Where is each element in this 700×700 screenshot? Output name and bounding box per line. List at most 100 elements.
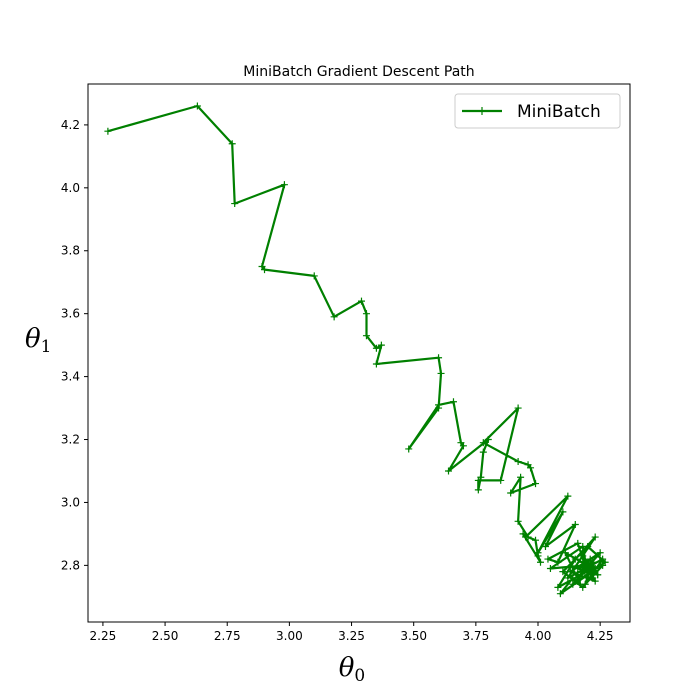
data-point (517, 473, 525, 481)
data-point (405, 445, 413, 453)
x-tick-label: 2.25 (90, 629, 117, 643)
data-point (571, 555, 579, 563)
data-point (576, 568, 584, 576)
x-tick-label: 4.00 (525, 629, 552, 643)
data-point (372, 360, 380, 368)
data-point (310, 272, 318, 280)
y-axis-ticks: 2.8 3.0 3.2 3.4 3.6 3.8 4.0 4.2 (61, 118, 88, 572)
data-point (574, 539, 582, 547)
data-point (579, 558, 587, 566)
x-axis-ticks: 2.25 2.50 2.75 3.00 3.25 3.50 3.75 4.00 4.25 (90, 622, 614, 643)
x-tick-label: 2.75 (214, 629, 241, 643)
x-tick-label: 4.25 (587, 629, 614, 643)
data-point (514, 404, 522, 412)
data-point (586, 555, 594, 563)
data-point (594, 571, 602, 579)
data-point (546, 565, 554, 573)
y-tick-label: 3.4 (61, 370, 80, 384)
data-point (532, 480, 540, 488)
data-point (474, 476, 482, 484)
x-tick-label: 3.00 (276, 629, 303, 643)
data-point (231, 200, 239, 208)
y-tick-label: 3.0 (61, 495, 80, 509)
data-point (581, 580, 589, 588)
x-tick-label: 3.75 (462, 629, 489, 643)
data-point (589, 574, 597, 582)
y-tick-label: 3.8 (61, 244, 80, 258)
x-tick-label: 2.50 (152, 629, 179, 643)
data-point (534, 549, 542, 557)
data-point (586, 561, 594, 569)
data-point (541, 542, 549, 550)
legend: MiniBatch (454, 93, 621, 129)
x-tick-label: 3.25 (338, 629, 365, 643)
x-tick-label: 3.50 (400, 629, 427, 643)
data-point (479, 448, 487, 456)
data-point (571, 520, 579, 528)
data-point (377, 341, 385, 349)
data-point (536, 558, 544, 566)
data-point (569, 580, 577, 588)
data-point (437, 369, 445, 377)
y-axis-label: θ1 (25, 324, 51, 357)
y-tick-label: 4.0 (61, 181, 80, 195)
legend-marker-sample (478, 107, 486, 115)
data-point (522, 533, 530, 541)
data-point (596, 549, 604, 557)
data-point (330, 313, 338, 321)
x-axis-label: θ0 (339, 653, 365, 686)
data-point (514, 517, 522, 525)
y-tick-label: 3.2 (61, 433, 80, 447)
plot-area (87, 83, 631, 623)
x-axis-label-base: θ (339, 653, 355, 683)
chart-title: MiniBatch Gradient Descent Path (243, 64, 474, 80)
data-point (449, 398, 457, 406)
data-point (507, 489, 515, 497)
data-point (459, 442, 467, 450)
data-point (554, 558, 562, 566)
data-point (474, 486, 482, 494)
data-point (556, 590, 564, 598)
data-point (527, 464, 535, 472)
y-axis-label-base: θ (25, 324, 41, 354)
data-point (104, 127, 112, 135)
data-point (484, 436, 492, 444)
data-point (261, 266, 269, 274)
data-point (479, 439, 487, 447)
data-point (435, 401, 443, 409)
legend-box (454, 93, 621, 129)
data-point (445, 467, 453, 475)
data-point (497, 476, 505, 484)
data-point (599, 561, 607, 569)
y-tick-label: 3.6 (61, 307, 80, 321)
data-point (574, 574, 582, 582)
data-point (280, 181, 288, 189)
data-point (532, 536, 540, 544)
data-point (579, 552, 587, 560)
data-point (564, 492, 572, 500)
data-point (435, 354, 443, 362)
data-point (559, 568, 567, 576)
data-point (362, 310, 370, 318)
data-point (554, 583, 562, 591)
data-point (584, 568, 592, 576)
x-axis-label-subscript: 0 (354, 666, 365, 686)
data-point (591, 565, 599, 573)
data-point (564, 574, 572, 582)
data-point (372, 344, 380, 352)
data-point (357, 297, 365, 305)
data-point (559, 508, 567, 516)
data-point (566, 568, 574, 576)
y-tick-label: 4.2 (61, 118, 80, 132)
data-point (544, 555, 552, 563)
legend-label: MiniBatch (517, 102, 601, 122)
data-point (228, 140, 236, 148)
data-point (193, 102, 201, 110)
y-axis-label-subscript: 1 (41, 337, 52, 357)
data-point (561, 549, 569, 557)
data-point (362, 332, 370, 340)
data-point (584, 542, 592, 550)
data-point (514, 458, 522, 466)
y-tick-label: 2.8 (61, 558, 80, 572)
